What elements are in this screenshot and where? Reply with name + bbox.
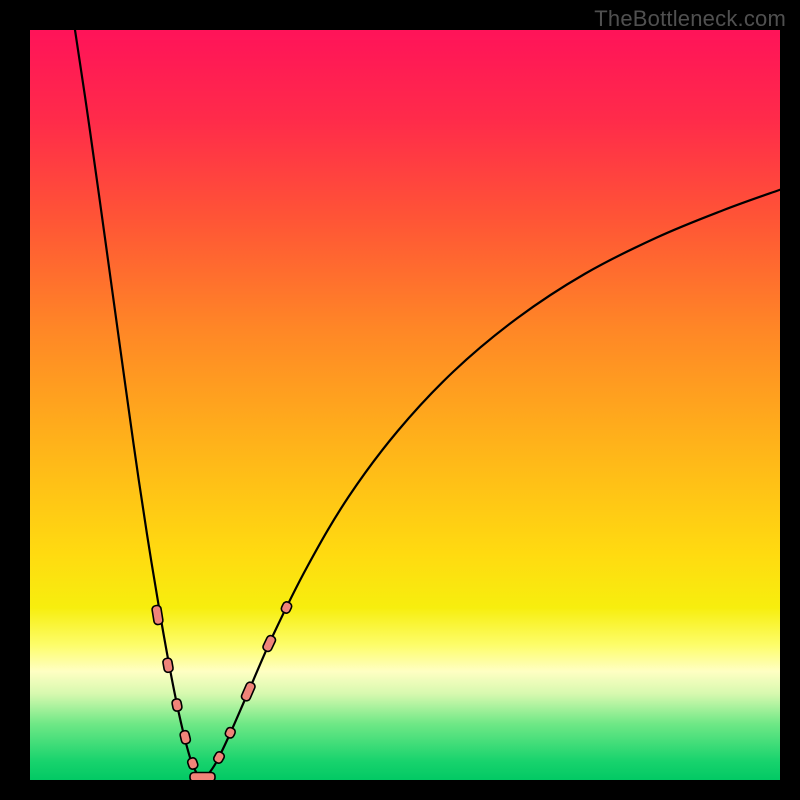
plot-svg: [30, 30, 780, 780]
marker-left-0: [152, 605, 164, 625]
watermark-text: TheBottleneck.com: [594, 6, 786, 32]
gradient-background: [30, 30, 780, 780]
marker-bottom-pill: [190, 773, 215, 781]
chart-frame: TheBottleneck.com: [0, 0, 800, 800]
marker-left-1: [162, 658, 173, 673]
marker-left-2: [171, 698, 182, 712]
plot-area: [30, 30, 780, 780]
